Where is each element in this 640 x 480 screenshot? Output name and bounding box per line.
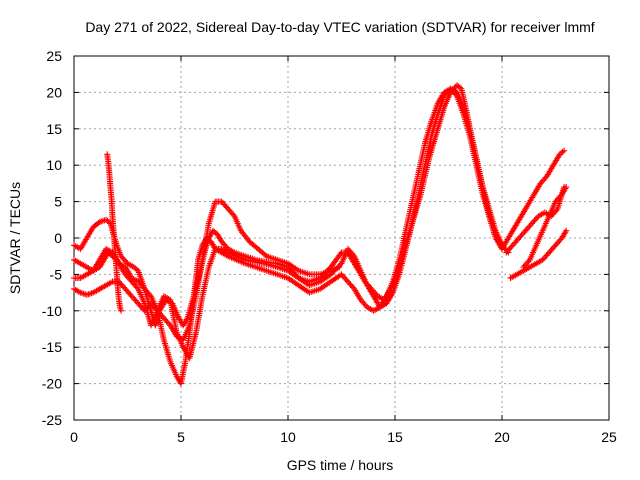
x-tick-label: 20: [494, 429, 510, 445]
data-point: [262, 251, 269, 258]
series-track-4: [71, 198, 343, 343]
series-track-1: [71, 82, 512, 329]
data-point: [456, 84, 463, 91]
y-tick-label: -5: [50, 266, 63, 282]
x-tick-label: 25: [601, 429, 617, 445]
x-axis-label: GPS time / hours: [287, 457, 394, 473]
axis-ticks: 0 5 10 15 20 25 25 20 15 10 5 0 -5 -10 -15 -20 -25: [42, 48, 617, 445]
y-tick-label: -10: [42, 303, 62, 319]
data-point: [133, 266, 140, 273]
series-track-6: [499, 147, 568, 252]
y-tick-label: -20: [42, 376, 62, 392]
series-track-3: [71, 85, 505, 387]
series-track-5: [104, 151, 125, 314]
data-point: [561, 147, 568, 154]
series-track-9: [520, 184, 570, 271]
data-point: [105, 219, 112, 226]
data-markers: [71, 82, 570, 387]
grid-lines: [74, 56, 609, 420]
y-tick-label: 15: [46, 121, 62, 137]
x-tick-label: 10: [280, 429, 296, 445]
x-tick-label: 5: [177, 429, 185, 445]
y-tick-label: 10: [46, 157, 62, 173]
y-tick-label: 20: [46, 84, 62, 100]
data-point: [118, 307, 125, 314]
y-tick-label: -15: [42, 339, 62, 355]
x-tick-label: 0: [70, 429, 78, 445]
data-point: [336, 264, 343, 271]
y-tick-label: 0: [54, 230, 62, 246]
y-tick-label: 25: [46, 48, 62, 64]
data-point: [563, 227, 570, 234]
data-point: [563, 184, 570, 191]
chart-title: Day 271 of 2022, Sidereal Day-to-day VTE…: [85, 19, 594, 35]
x-tick-label: 15: [387, 429, 403, 445]
y-axis-label: SDTVAR / TECUs: [7, 182, 23, 294]
data-point: [559, 148, 566, 155]
y-tick-label: 5: [54, 194, 62, 210]
y-tick-label: -25: [42, 412, 62, 428]
series-track-8: [507, 227, 570, 282]
